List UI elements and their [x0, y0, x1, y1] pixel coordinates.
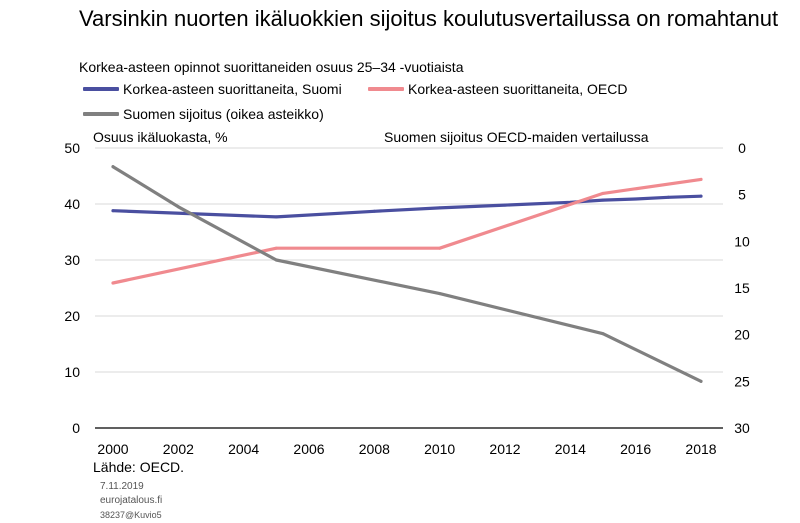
x-tick-label-2006: 2006	[293, 441, 324, 457]
x-tick-label-2018: 2018	[685, 441, 716, 457]
left-axis-title: Osuus ikäluokasta, %	[93, 129, 228, 145]
data-point-sijoitus-2000	[111, 165, 115, 169]
y-tick-label-40: 40	[64, 196, 80, 212]
legend-item-oecd: Korkea-asteen suorittaneita, OECD	[368, 81, 627, 97]
data-point-sijoitus-2005	[274, 258, 278, 262]
x-tick-label-2002: 2002	[163, 441, 194, 457]
y-tick-label-50: 50	[64, 140, 80, 156]
legend-item-suomi: Korkea-asteen suorittaneita, Suomi	[83, 81, 342, 97]
chart-title: Varsinkin nuorten ikäluokkien sijoitus k…	[79, 6, 779, 31]
legend-label-sijoitus: Suomen sijoitus (oikea asteikko)	[123, 106, 324, 122]
data-point-suomi-2000	[111, 209, 115, 213]
y-tick-label-0: 0	[72, 420, 80, 436]
y-tick-label-20: 20	[64, 308, 80, 324]
legend-swatch-sijoitus	[83, 112, 119, 116]
legend-swatch-oecd	[368, 87, 404, 91]
source-note: Lähde: OECD.	[93, 459, 185, 475]
data-point-oecd-2000	[111, 281, 115, 285]
y2-tick-label-15: 15	[734, 280, 750, 296]
data-point-suomi-2012	[503, 203, 507, 207]
date-stamp: 7.11.2019	[100, 481, 144, 492]
y-tick-label-10: 10	[64, 364, 80, 380]
x-tick-label-2016: 2016	[620, 441, 651, 457]
y2-tick-label-5: 5	[738, 187, 746, 203]
data-point-oecd-2010	[438, 246, 442, 250]
series-line-sijoitus	[111, 165, 703, 383]
data-point-suomi-2010	[438, 206, 442, 210]
series-line-oecd	[111, 177, 703, 285]
data-point-sijoitus-2015	[601, 332, 605, 336]
data-point-oecd-2015	[601, 191, 605, 195]
y2-tick-label-20: 20	[734, 327, 750, 343]
y2-tick-label-0: 0	[738, 140, 746, 156]
y2-tick-label-30: 30	[734, 420, 750, 436]
data-point-suomi-2015	[601, 198, 605, 202]
x-tick-label-2004: 2004	[228, 441, 259, 457]
figure-ref: 38237@Kuvio5	[100, 510, 162, 520]
right-axis-title: Suomen sijoitus OECD-maiden vertailussa	[384, 129, 649, 145]
data-point-suomi-2016	[634, 197, 638, 201]
legend-label-oecd: Korkea-asteen suorittaneita, OECD	[408, 81, 628, 97]
series-line-suomi	[111, 194, 703, 219]
data-point-suomi-2018	[699, 194, 703, 198]
x-tick-label-2008: 2008	[359, 441, 390, 457]
x-tick-label-2000: 2000	[97, 441, 128, 457]
legend-swatch-suomi	[83, 87, 119, 91]
data-point-suomi-2005	[274, 215, 278, 219]
y2-tick-label-25: 25	[734, 373, 750, 389]
data-point-sijoitus-2018	[699, 379, 703, 383]
data-point-sijoitus-2002	[176, 205, 180, 209]
y-tick-label-30: 30	[64, 252, 80, 268]
data-point-suomi-2008	[372, 209, 376, 213]
data-point-oecd-2005	[274, 246, 278, 250]
data-point-oecd-2018	[699, 177, 703, 181]
legend-item-sijoitus: Suomen sijoitus (oikea asteikko)	[83, 106, 324, 122]
x-tick-label-2012: 2012	[489, 441, 520, 457]
site-name: eurojatalous.fi	[100, 495, 163, 506]
chart-subtitle: Korkea-asteen opinnot suorittaneiden osu…	[79, 59, 464, 75]
x-tick-label-2010: 2010	[424, 441, 455, 457]
data-point-suomi-2017	[666, 195, 670, 199]
y2-tick-label-10: 10	[734, 233, 750, 249]
x-tick-label-2014: 2014	[555, 441, 586, 457]
data-point-sijoitus-2010	[438, 292, 442, 296]
legend-label-suomi: Korkea-asteen suorittaneita, Suomi	[123, 81, 342, 97]
